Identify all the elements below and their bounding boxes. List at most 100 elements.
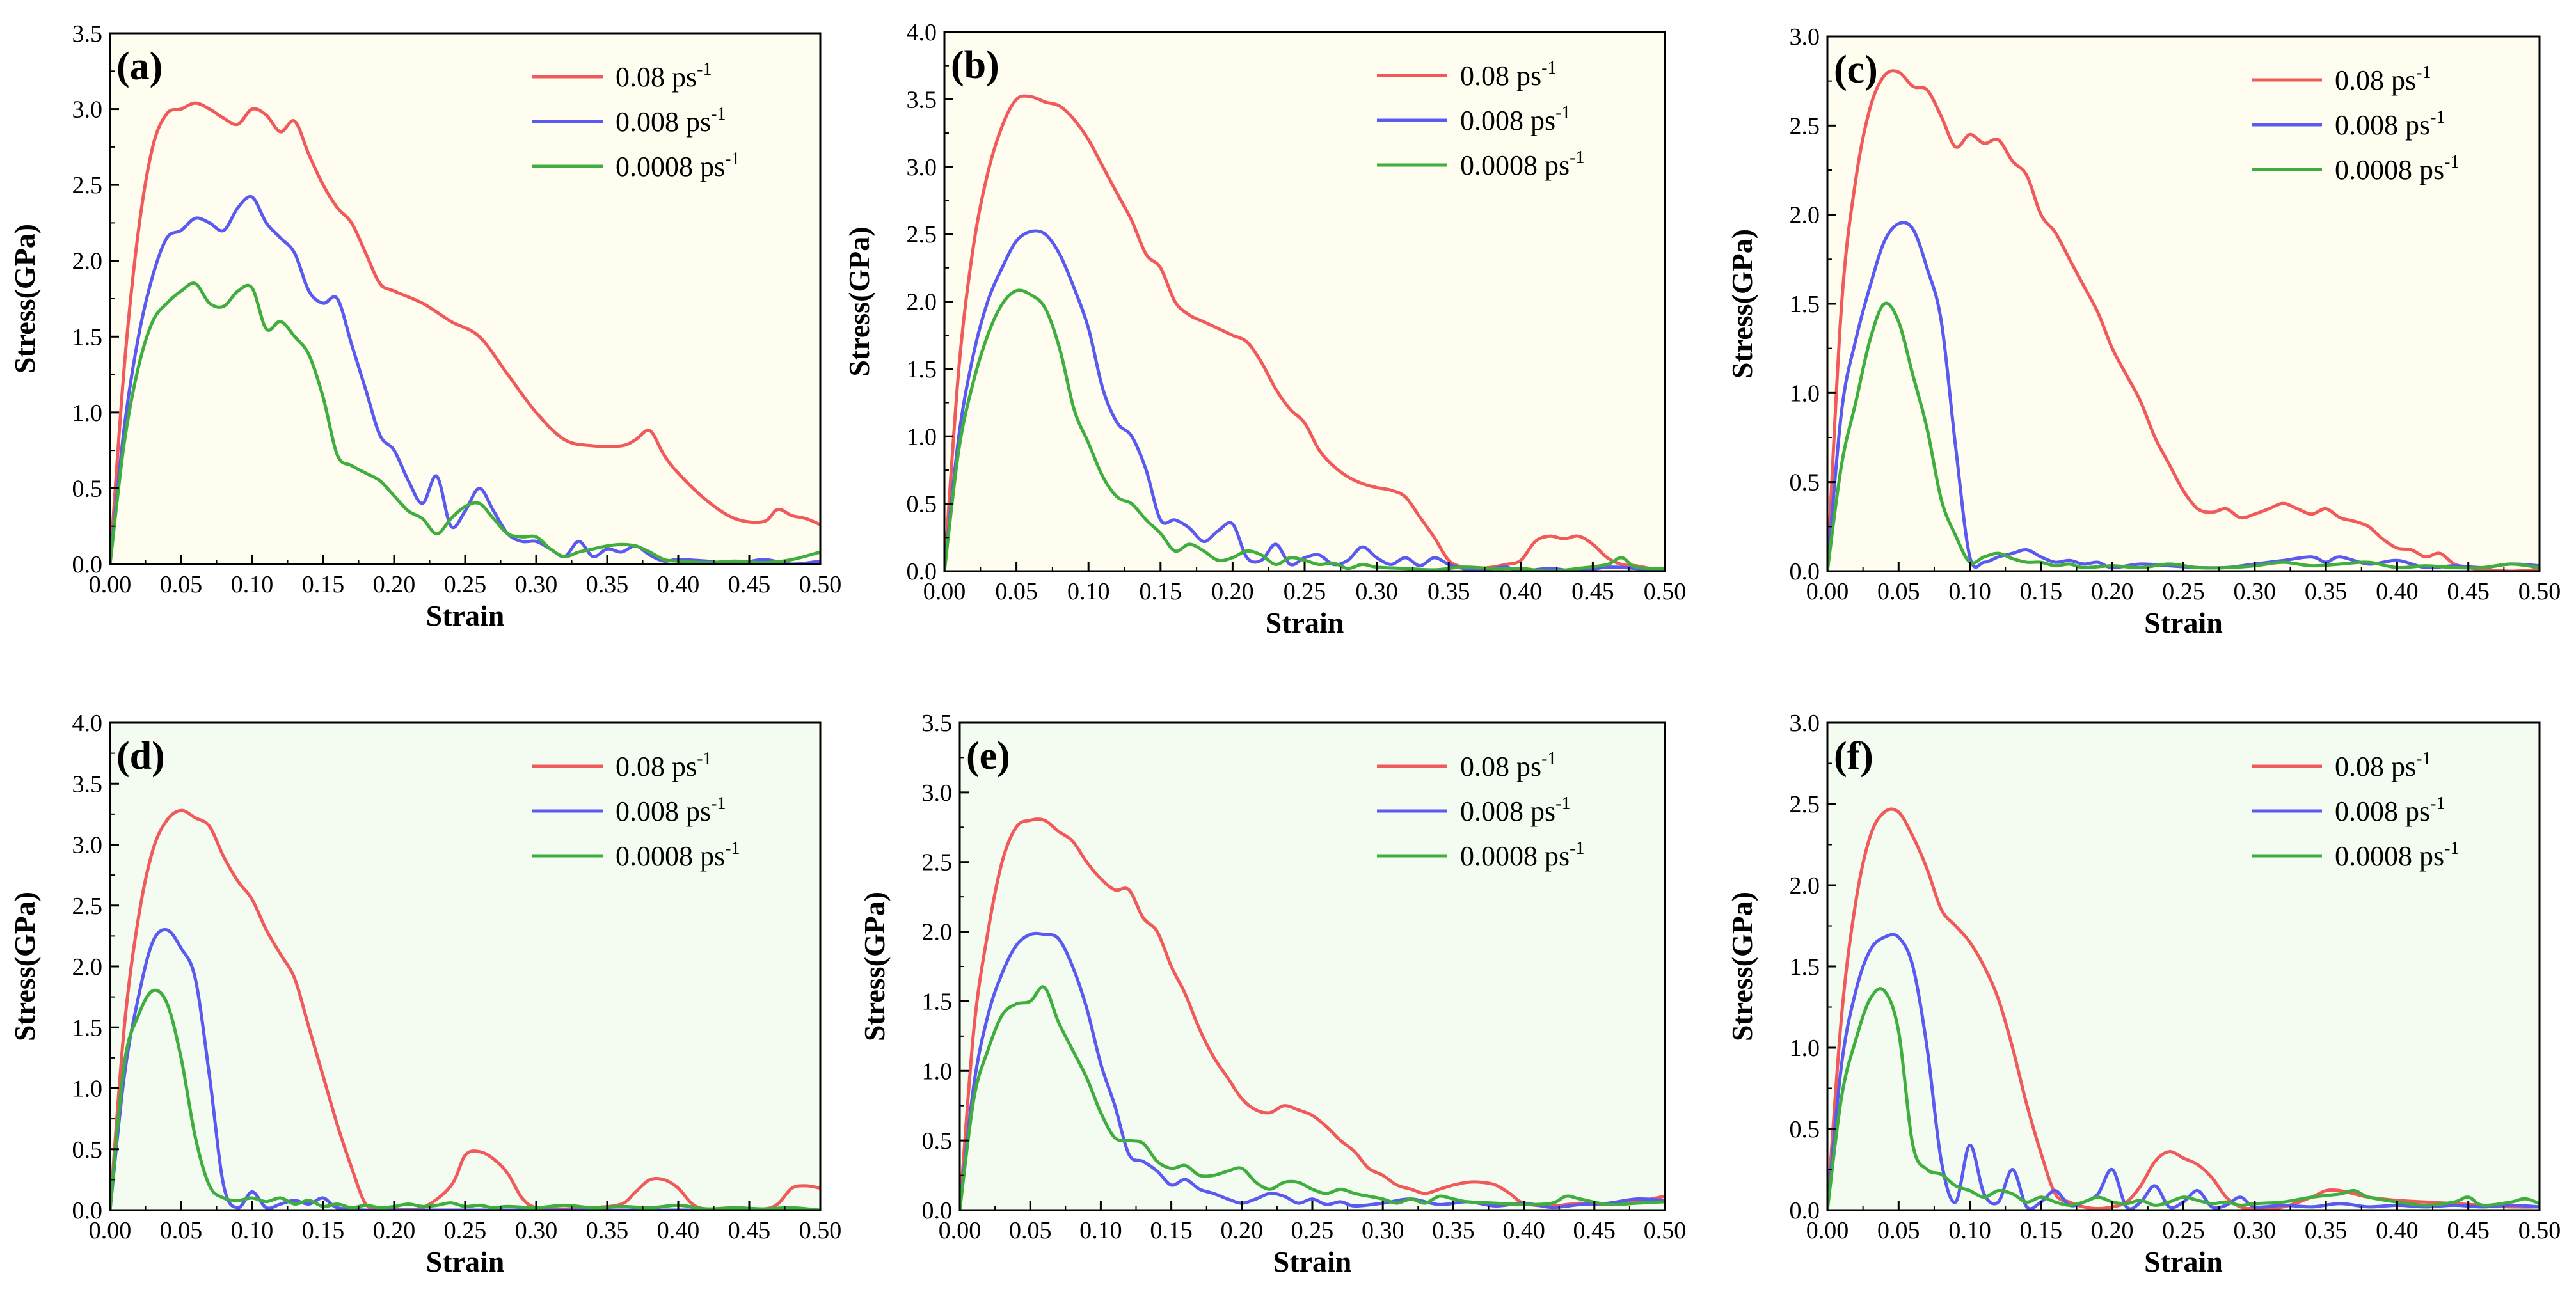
y-tick-label: 3.0: [1790, 24, 1820, 51]
panel-a: 0.00 0.05 0.10 0.15 0.20 0.25 0.30 0.35 0.40 0.45…: [8, 20, 841, 632]
x-tick-label: 0.50: [799, 1217, 842, 1244]
legend-label-3: 0.0008 ps-1: [2335, 152, 2459, 185]
x-tick-label: 0.15: [1150, 1217, 1193, 1244]
y-tick-label: 0.0: [1790, 558, 1820, 585]
x-tick-label: 0.45: [1573, 1217, 1616, 1244]
legend-label-3: 0.0008 ps-1: [616, 149, 740, 182]
legend-label-2: 0.008 ps-1: [2335, 107, 2445, 141]
y-tick-label: 2.0: [72, 248, 103, 275]
y-tick-label: 1.5: [922, 988, 953, 1015]
legend-label-2: 0.008 ps-1: [2335, 794, 2445, 827]
x-tick-label: 0.35: [586, 571, 629, 598]
y-tick-label: 3.0: [72, 832, 103, 859]
legend-label-3: 0.0008 ps-1: [1460, 839, 1584, 872]
legend-label-1: 0.08 ps-1: [1460, 749, 1556, 782]
plot-background: [944, 32, 1665, 571]
y-tick-label: 0.0: [907, 558, 937, 585]
legend-label-1: 0.08 ps-1: [616, 749, 712, 782]
panel-b: 0.00 0.05 0.10 0.15 0.20 0.25 0.30 0.35 0.40 0.45…: [843, 19, 1686, 639]
x-tick-label: 0.00: [89, 1217, 132, 1244]
x-tick-label: 0.20: [2091, 578, 2134, 605]
panel-label: (f): [1834, 734, 1873, 778]
y-tick-label: 2.0: [907, 289, 937, 316]
x-axis-title: Strain: [2144, 1245, 2223, 1278]
x-axis-title: Strain: [426, 599, 505, 632]
x-tick-label: 0.00: [939, 1217, 982, 1244]
y-tick-label: 2.5: [922, 849, 953, 876]
x-tick-label: 0.50: [2518, 578, 2561, 605]
panel-f: 0.00 0.05 0.10 0.15 0.20 0.25 0.30 0.35 0.40 0.45…: [1726, 710, 2561, 1278]
plot-background: [1827, 723, 2540, 1210]
y-axis-title: Stress(GPa): [8, 892, 41, 1041]
y-tick-label: 1.5: [907, 356, 937, 383]
y-tick-label: 4.0: [907, 19, 937, 46]
x-tick-label: 0.10: [1067, 578, 1110, 605]
y-tick-label: 3.5: [922, 710, 953, 737]
plot-background: [110, 723, 820, 1210]
y-tick-label: 0.0: [922, 1197, 953, 1224]
panel-label: (d): [116, 734, 165, 778]
x-tick-label: 0.30: [2234, 1217, 2277, 1244]
y-tick-label: 0.5: [922, 1128, 953, 1154]
x-tick-label: 0.40: [2376, 1217, 2419, 1244]
x-tick-label: 0.45: [728, 1217, 771, 1244]
x-tick-label: 0.20: [2091, 1217, 2134, 1244]
y-tick-label: 1.5: [72, 1014, 103, 1041]
panel-label: (c): [1834, 48, 1878, 91]
x-tick-label: 0.10: [1948, 1217, 1991, 1244]
y-axis-title: Stress(GPa): [1726, 892, 1758, 1041]
x-tick-label: 0.05: [1009, 1217, 1052, 1244]
y-tick-label: 1.0: [1790, 380, 1820, 407]
panel-d: 0.00 0.05 0.10 0.15 0.20 0.25 0.30 0.35 0.40 0.45…: [8, 710, 841, 1278]
plot-background: [960, 723, 1665, 1210]
legend-label-2: 0.008 ps-1: [616, 104, 726, 138]
y-tick-label: 3.0: [1790, 710, 1820, 737]
x-tick-label: 0.45: [2447, 578, 2490, 605]
x-tick-label: 0.35: [2305, 578, 2348, 605]
x-tick-label: 0.00: [1806, 578, 1849, 605]
x-tick-label: 0.40: [657, 571, 700, 598]
x-tick-label: 0.10: [231, 571, 274, 598]
x-tick-label: 0.05: [995, 578, 1038, 605]
x-tick-label: 0.30: [1355, 578, 1398, 605]
y-tick-label: 3.5: [72, 771, 103, 798]
y-tick-label: 2.5: [907, 221, 937, 248]
legend-label-1: 0.08 ps-1: [1460, 58, 1556, 91]
panel-label: (b): [951, 43, 999, 87]
y-tick-label: 1.5: [1790, 291, 1820, 318]
y-tick-label: 0.5: [72, 1137, 103, 1163]
y-tick-label: 0.5: [907, 491, 937, 518]
y-tick-label: 2.0: [922, 919, 953, 946]
y-tick-label: 1.5: [72, 324, 103, 351]
legend-label-3: 0.0008 ps-1: [616, 839, 740, 872]
x-tick-label: 0.20: [373, 571, 416, 598]
x-tick-label: 0.00: [923, 578, 966, 605]
y-tick-label: 4.0: [72, 710, 103, 737]
x-tick-label: 0.25: [1291, 1217, 1334, 1244]
y-tick-label: 2.5: [1790, 791, 1820, 818]
x-tick-label: 0.40: [1500, 578, 1543, 605]
x-tick-label: 0.00: [1806, 1217, 1849, 1244]
x-tick-label: 0.40: [2376, 578, 2419, 605]
y-tick-label: 3.0: [72, 97, 103, 123]
legend-label-2: 0.008 ps-1: [1460, 794, 1570, 827]
x-tick-label: 0.10: [1079, 1217, 1122, 1244]
series-line-3: [960, 985, 1665, 1210]
panel-label: (a): [116, 45, 163, 88]
x-tick-label: 0.15: [302, 571, 345, 598]
x-tick-label: 0.50: [1644, 578, 1687, 605]
y-axis-title: Stress(GPa): [1726, 229, 1758, 379]
x-tick-label: 0.50: [1644, 1217, 1687, 1244]
x-tick-label: 0.40: [1502, 1217, 1545, 1244]
x-tick-label: 0.05: [160, 571, 203, 598]
x-tick-label: 0.30: [2234, 578, 2277, 605]
x-tick-label: 0.30: [1362, 1217, 1404, 1244]
y-tick-label: 1.0: [1790, 1035, 1820, 1062]
y-tick-label: 3.0: [907, 154, 937, 181]
series-line-1: [944, 94, 1665, 571]
panel-e: 0.00 0.05 0.10 0.15 0.20 0.25 0.30 0.35 0.40 0.45…: [858, 710, 1686, 1278]
y-tick-label: 1.0: [907, 423, 937, 450]
series-line-3: [110, 281, 820, 564]
series-line-1: [960, 817, 1665, 1210]
